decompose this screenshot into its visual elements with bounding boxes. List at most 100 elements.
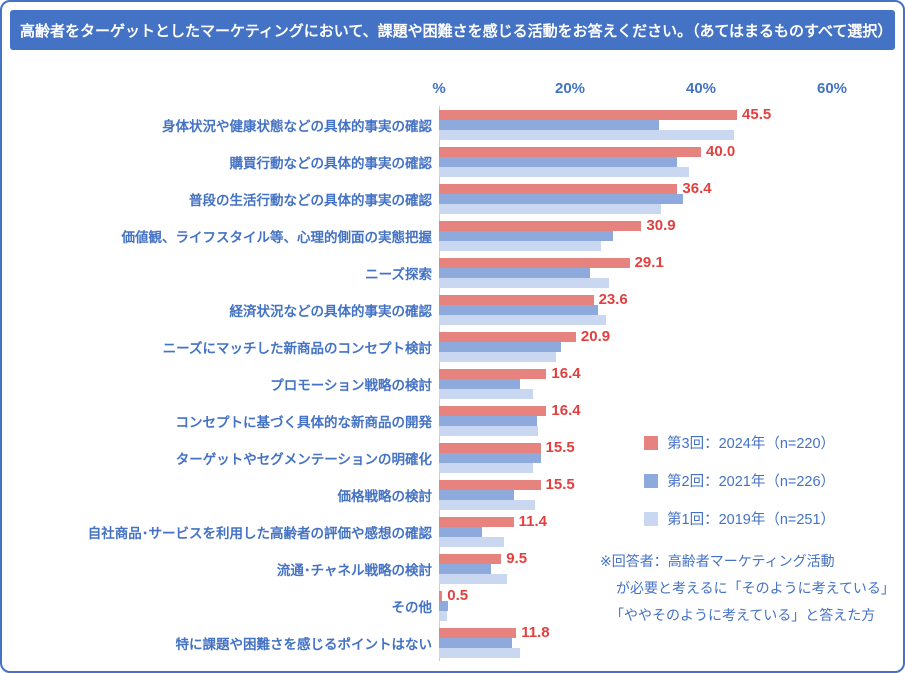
bar-group: 40.0 [439,144,832,177]
bar-2024 [439,146,701,157]
x-axis-tick: 20% [554,80,586,97]
value-label: 45.5 [742,105,772,123]
bar-2019 [439,610,447,621]
bar-group: 30.9 [439,216,832,251]
x-axis-tick: 40% [685,80,717,97]
bar-2024 [439,553,502,564]
value-label: 20.9 [580,327,611,345]
bar-2021 [439,415,538,426]
page-title: 高齢者をターゲットとしたマーケティングにおいて、課題や困難さを感じる活動をお答え… [20,22,893,40]
bar-2024 [439,627,517,638]
bar-group: 11.8 [439,623,832,658]
value-label: 11.8 [521,623,550,641]
bar-2021 [439,378,521,389]
chart-row: 自社商品･サービスを利用した高齢者の評価や感想の確認 11.4 [12,513,893,550]
category-label: 普段の生活行動などの具体的事実の確認 [189,192,432,208]
value-label: 9.5 [506,549,528,567]
bar-2019 [439,647,521,658]
legend-label: 第1回：2019年（n=251） [667,512,836,528]
note-line: 「ややそのように考えている」と答えた方 [610,607,876,623]
category-label: プロモーション戦略の検討 [270,377,432,393]
bar-2019 [439,240,601,251]
bar-2019 [439,573,508,584]
bar-2021 [439,119,660,130]
legend-item-2024: 第3回：2024年（n=220） [644,432,835,453]
note-line: ※回答者：高齢者マーケティング活動 [600,553,835,569]
bar-2019 [439,277,609,288]
legend-swatch-2021 [644,473,658,488]
category-label: 自社商品･サービスを利用した高齢者の評価や感想の確認 [87,525,432,541]
bar-group: 9.5 [439,549,832,584]
value-label: 36.4 [682,179,712,197]
bar-2021 [439,156,677,167]
respondent-note: ※回答者：高齢者マーケティング活動 が必要と考えるに「そのように考えている」 「… [600,548,895,629]
chart-row: 価値観、ライフスタイル等、心理的側面の実態把握 30.9 [12,217,893,254]
bar-2024 [439,479,541,490]
bar-2021 [439,600,448,611]
bar-group: 15.5 [439,438,832,473]
chart-row: ターゲットやセグメンテーションの明確化 15.5 [12,439,893,476]
bar-2021 [439,637,512,648]
bar-2019 [439,166,690,177]
bar-2021 [439,304,599,315]
chart-row: コンセプトに基づく具体的な新商品の開発 16.4 [12,402,893,439]
bar-2019 [439,425,538,436]
bar-2019 [439,462,533,473]
bar-2021 [439,267,590,278]
bar-2024 [439,294,594,305]
chart-row: プロモーション戦略の検討 16.4 [12,365,893,402]
bar-2021 [439,193,683,204]
chart-row: ニーズ探索 29.1 [12,254,893,291]
bar-chart: % 20% 40% 60% 身体状況や健康状態などの具体的事実の確認 45.5 購買… [12,80,895,663]
bar-2024 [439,368,547,379]
category-label: 経済状況などの具体的事実の確認 [229,303,433,319]
value-label: 11.4 [518,512,548,530]
bar-group: 45.5 [439,105,832,140]
legend-swatch-2019 [644,511,658,526]
category-label: 身体状況や健康状態などの具体的事実の確認 [162,118,432,134]
legend-label: 第2回：2021年（n=226） [667,474,836,490]
chart-row: 経済状況などの具体的事実の確認 23.6 [12,291,893,328]
bar-group: 11.4 [439,512,832,547]
chart-row: 普段の生活行動などの具体的事実の確認 36.4 [12,180,893,217]
bar-2021 [439,452,541,463]
category-label: 価格戦略の検討 [337,488,433,504]
bar-2024 [439,109,738,120]
value-label: 16.4 [551,401,581,419]
value-label: 16.4 [551,364,581,382]
chart-legend: 第3回：2024年（n=220） 第2回：2021年（n=226） 第1回：20… [644,432,835,529]
chart-row: 特に課題や困難さを感じるポイントはない 11.8 [12,624,893,661]
chart-row: 購買行動などの具体的事実の確認 40.0 [12,143,893,180]
legend-item-2019: 第1回：2019年（n=251） [644,508,835,529]
bar-2019 [439,129,734,140]
category-label: ニーズにマッチした新商品のコンセプト検討 [162,340,432,356]
legend-swatch-2024 [644,435,658,450]
value-label: 30.9 [646,216,676,234]
category-label: 流通･チャネル戦略の検討 [276,562,432,578]
bar-2024 [439,590,443,601]
bar-2019 [439,388,533,399]
x-axis-tick: % [432,80,446,97]
bar-group: 36.4 [439,179,832,214]
bar-2021 [439,489,515,500]
category-label: 価値観、ライフスタイル等、心理的側面の実態把握 [121,229,433,245]
category-label: 特に課題や困難さを感じるポイントはない [175,636,433,652]
x-axis: % 20% 40% 60% [12,80,893,106]
bar-2024 [439,183,678,194]
bar-2024 [439,220,642,231]
category-label: その他 [391,599,433,615]
bar-group: 23.6 [439,292,832,325]
chart-row: 身体状況や健康状態などの具体的事実の確認 45.5 [12,106,893,143]
x-axis-tick: 60% [816,80,848,97]
legend-item-2021: 第2回：2021年（n=226） [644,470,835,491]
bar-2024 [439,405,547,416]
bar-2021 [439,341,561,352]
bar-group: 20.9 [439,327,832,362]
chart-row: 流通･チャネル戦略の検討 9.5 [12,550,893,587]
bar-2024 [439,442,541,453]
value-label: 15.5 [545,438,575,456]
bar-2019 [439,203,662,214]
category-label: コンセプトに基づく具体的な新商品の開発 [175,414,433,430]
chart-row: ニーズにマッチした新商品のコンセプト検討 20.9 [12,328,893,365]
bar-2024 [439,516,514,527]
